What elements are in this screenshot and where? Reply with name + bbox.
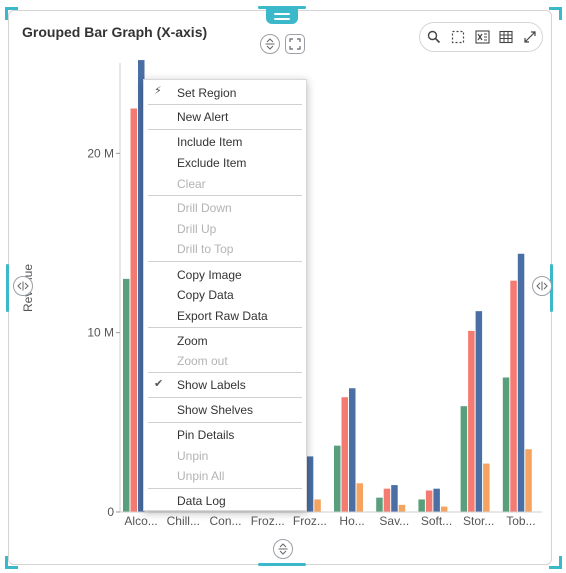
menu-item-unpin[interactable]: Unpin bbox=[177, 449, 209, 463]
menu-item-data-log[interactable]: Data Log bbox=[177, 494, 226, 508]
bar[interactable] bbox=[440, 506, 448, 512]
menu-item-pin-details[interactable]: Pin Details bbox=[177, 428, 235, 442]
expand-button[interactable] bbox=[521, 28, 539, 46]
menu-item-zoom[interactable]: Zoom bbox=[177, 334, 208, 348]
resize-horizontal-button-left[interactable] bbox=[13, 276, 33, 296]
lightning-icon: ⚡︎ bbox=[154, 85, 162, 97]
y-tick-label: 10 M bbox=[87, 326, 114, 340]
resize-vertical-button[interactable] bbox=[260, 34, 280, 54]
fullscreen-button[interactable] bbox=[285, 34, 305, 54]
bar[interactable] bbox=[138, 60, 145, 513]
horizontal-arrows-icon bbox=[17, 281, 29, 291]
menu-item-exclude-item[interactable]: Exclude Item bbox=[177, 156, 247, 170]
bar[interactable] bbox=[356, 483, 364, 512]
x-tick-label: Alco... bbox=[124, 514, 157, 528]
bar[interactable] bbox=[483, 463, 490, 512]
search-button[interactable] bbox=[425, 28, 443, 46]
bar[interactable] bbox=[306, 456, 314, 512]
table-view-button[interactable] bbox=[497, 28, 515, 46]
x-tick-label: Froz... bbox=[251, 514, 285, 528]
menu-item-drill-to-top[interactable]: Drill to Top bbox=[177, 242, 234, 256]
resize-corner-top-right[interactable] bbox=[549, 7, 562, 20]
bar[interactable] bbox=[475, 311, 483, 512]
vertical-arrows-icon bbox=[265, 38, 275, 50]
bar[interactable] bbox=[349, 388, 356, 512]
context-menu: ⚡︎ Set Region New Alert Include Item Exc… bbox=[143, 79, 307, 511]
resize-edge-left[interactable] bbox=[6, 264, 9, 312]
menu-item-include-item[interactable]: Include Item bbox=[177, 135, 243, 149]
search-icon bbox=[427, 30, 441, 44]
select-region-icon bbox=[451, 30, 465, 44]
bar[interactable] bbox=[130, 108, 138, 513]
export-excel-icon bbox=[474, 30, 490, 44]
expand-icon bbox=[524, 31, 536, 43]
resize-corner-bottom-left[interactable] bbox=[5, 556, 18, 569]
x-tick-label: Stor... bbox=[463, 514, 494, 528]
resize-edge-top[interactable] bbox=[258, 6, 306, 9]
bar[interactable] bbox=[418, 499, 425, 512]
bar[interactable] bbox=[433, 488, 440, 512]
bar[interactable] bbox=[460, 406, 468, 512]
bar[interactable] bbox=[334, 445, 341, 512]
resize-corner-top-left[interactable] bbox=[5, 7, 18, 20]
bar[interactable] bbox=[314, 499, 321, 512]
bar[interactable] bbox=[425, 490, 433, 512]
x-tick-label: Chill... bbox=[167, 514, 200, 528]
menu-item-drill-down[interactable]: Drill Down bbox=[177, 201, 232, 215]
y-tick-label: 0 bbox=[107, 505, 114, 519]
menu-item-copy-image[interactable]: Copy Image bbox=[177, 268, 242, 282]
bar[interactable] bbox=[376, 497, 383, 512]
resize-vertical-button-bottom[interactable] bbox=[273, 539, 293, 559]
x-tick-label: Sav... bbox=[379, 514, 409, 528]
x-tick-label: Ho... bbox=[339, 514, 364, 528]
menu-item-export-raw-data[interactable]: Export Raw Data bbox=[177, 309, 268, 323]
y-tick-label: 20 M bbox=[87, 146, 114, 160]
select-region-button[interactable] bbox=[449, 28, 467, 46]
x-tick-label: Froz... bbox=[293, 514, 327, 528]
bar[interactable] bbox=[383, 488, 391, 512]
fullscreen-icon bbox=[289, 38, 301, 50]
widget-title: Grouped Bar Graph (X-axis) bbox=[22, 24, 208, 40]
menu-item-show-shelves[interactable]: Show Shelves bbox=[177, 403, 254, 417]
drag-handle[interactable] bbox=[266, 8, 298, 24]
menu-item-set-region[interactable]: Set Region bbox=[177, 86, 237, 100]
resize-horizontal-button-right[interactable] bbox=[532, 276, 552, 296]
bar[interactable] bbox=[468, 330, 475, 512]
resize-edge-bottom[interactable] bbox=[258, 563, 306, 566]
menu-item-unpin-all[interactable]: Unpin All bbox=[177, 469, 225, 483]
table-view-icon bbox=[499, 30, 513, 44]
bar[interactable] bbox=[502, 377, 510, 513]
menu-item-new-alert[interactable]: New Alert bbox=[177, 110, 229, 124]
bar[interactable] bbox=[123, 278, 130, 512]
x-tick-label: Con... bbox=[209, 514, 241, 528]
horizontal-arrows-icon bbox=[536, 281, 548, 291]
menu-item-clear[interactable]: Clear bbox=[177, 177, 206, 191]
menu-item-show-labels[interactable]: Show Labels bbox=[177, 378, 246, 392]
x-tick-label: Soft... bbox=[421, 514, 452, 528]
vertical-arrows-icon bbox=[278, 543, 288, 555]
bar[interactable] bbox=[510, 280, 517, 512]
resize-corner-bottom-right[interactable] bbox=[549, 556, 562, 569]
bar[interactable] bbox=[517, 253, 525, 512]
menu-item-copy-data[interactable]: Copy Data bbox=[177, 288, 234, 302]
menu-item-drill-up[interactable]: Drill Up bbox=[177, 222, 217, 236]
chart-toolbar bbox=[419, 22, 543, 52]
menu-item-zoom-out[interactable]: Zoom out bbox=[177, 354, 228, 368]
bar[interactable] bbox=[525, 449, 532, 512]
export-excel-button[interactable] bbox=[473, 28, 491, 46]
bar[interactable] bbox=[341, 397, 349, 512]
bar[interactable] bbox=[391, 485, 398, 512]
bar[interactable] bbox=[398, 504, 406, 512]
x-tick-label: Tob... bbox=[506, 514, 535, 528]
checkmark-icon: ✔︎ bbox=[154, 378, 164, 390]
